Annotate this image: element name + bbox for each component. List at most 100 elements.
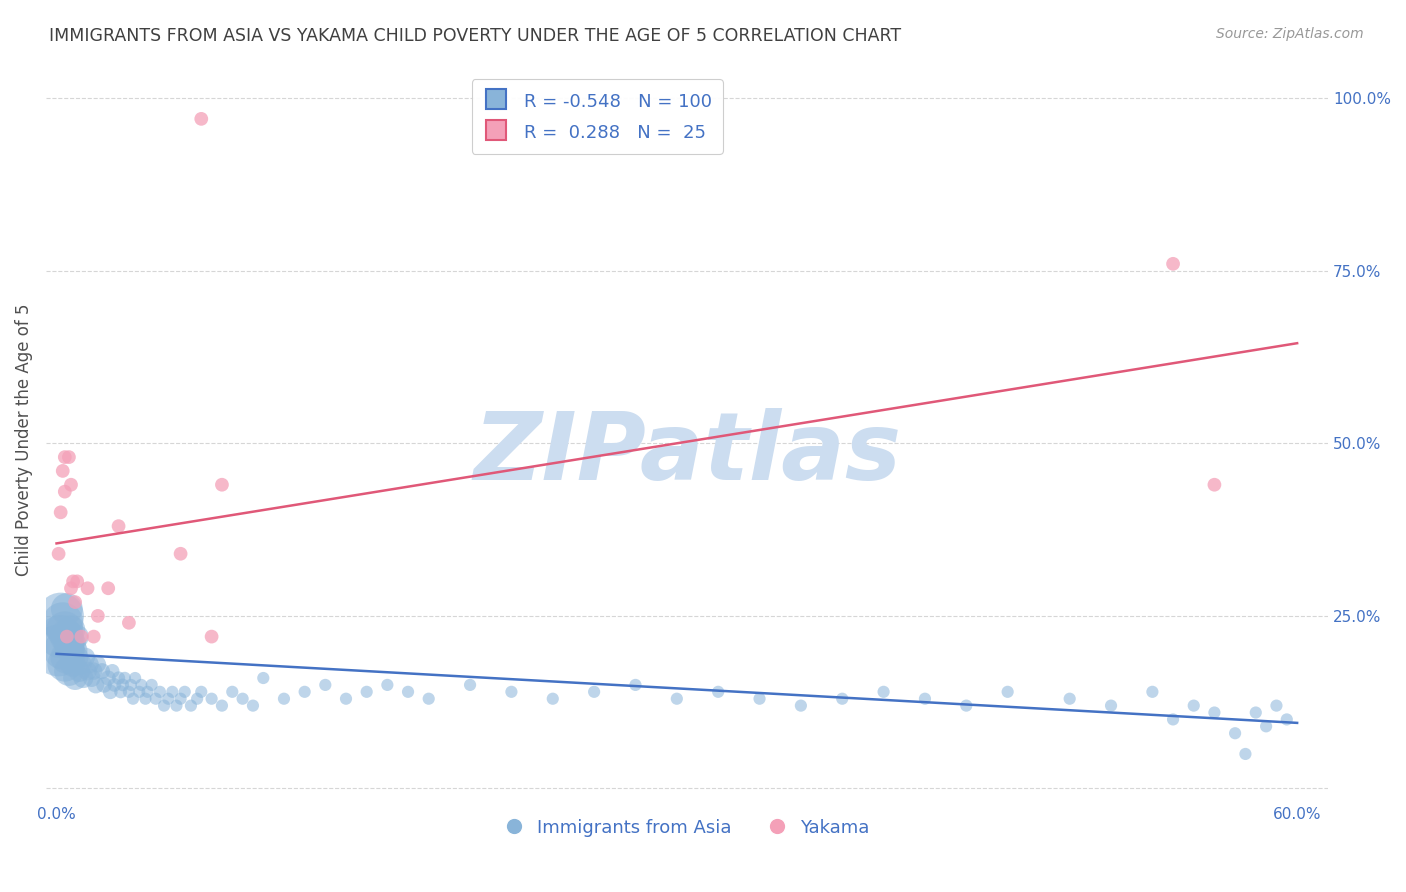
Point	[211, 477, 233, 491]
Point	[162, 685, 184, 699]
Point	[103, 678, 125, 692]
Point	[1182, 698, 1205, 713]
Point	[80, 671, 103, 685]
Point	[190, 112, 212, 126]
Point	[60, 581, 83, 595]
Point	[62, 574, 84, 589]
Point	[872, 685, 894, 699]
Point	[101, 664, 124, 678]
Point	[52, 464, 75, 478]
Point	[56, 602, 79, 616]
Point	[91, 664, 114, 678]
Point	[53, 450, 76, 464]
Point	[66, 574, 89, 589]
Point	[418, 691, 440, 706]
Point	[76, 581, 98, 595]
Point	[707, 685, 730, 699]
Point	[1223, 726, 1246, 740]
Point	[58, 664, 80, 678]
Point	[1234, 747, 1257, 761]
Point	[60, 477, 83, 491]
Point	[211, 698, 233, 713]
Point	[157, 691, 180, 706]
Point	[314, 678, 336, 692]
Point	[541, 691, 564, 706]
Point	[110, 685, 132, 699]
Text: ZIPatlas: ZIPatlas	[472, 409, 901, 500]
Point	[221, 685, 243, 699]
Point	[153, 698, 176, 713]
Point	[1265, 698, 1288, 713]
Point	[186, 691, 208, 706]
Point	[58, 636, 80, 650]
Legend: Immigrants from Asia, Yakama: Immigrants from Asia, Yakama	[498, 812, 877, 844]
Point	[70, 657, 93, 672]
Point	[1059, 691, 1081, 706]
Point	[53, 657, 76, 672]
Point	[169, 691, 191, 706]
Point	[201, 630, 224, 644]
Point	[201, 691, 224, 706]
Point	[1161, 713, 1184, 727]
Point	[356, 685, 378, 699]
Point	[997, 685, 1019, 699]
Point	[76, 664, 98, 678]
Point	[52, 643, 75, 657]
Point	[624, 678, 647, 692]
Point	[1142, 685, 1164, 699]
Point	[63, 595, 86, 609]
Point	[48, 547, 70, 561]
Point	[87, 608, 110, 623]
Point	[169, 547, 191, 561]
Point	[62, 657, 84, 672]
Point	[180, 698, 202, 713]
Point	[149, 685, 172, 699]
Point	[166, 698, 188, 713]
Point	[114, 671, 136, 685]
Point	[52, 615, 75, 630]
Point	[49, 630, 72, 644]
Point	[501, 685, 523, 699]
Point	[70, 630, 93, 644]
Point	[396, 685, 419, 699]
Point	[1204, 706, 1226, 720]
Point	[173, 685, 195, 699]
Point	[107, 519, 129, 533]
Point	[79, 657, 101, 672]
Point	[84, 678, 107, 692]
Point	[98, 685, 121, 699]
Point	[377, 678, 399, 692]
Point	[124, 671, 146, 685]
Point	[49, 608, 72, 623]
Point	[97, 581, 120, 595]
Point	[136, 685, 159, 699]
Point	[232, 691, 254, 706]
Point	[97, 671, 120, 685]
Point	[111, 678, 134, 692]
Point	[53, 484, 76, 499]
Point	[56, 630, 79, 644]
Point	[252, 671, 274, 685]
Point	[62, 636, 84, 650]
Point	[1161, 257, 1184, 271]
Point	[141, 678, 163, 692]
Point	[134, 691, 156, 706]
Point	[242, 698, 264, 713]
Point	[87, 657, 110, 672]
Point	[1099, 698, 1122, 713]
Point	[60, 623, 83, 637]
Point	[118, 685, 141, 699]
Point	[58, 450, 80, 464]
Point	[294, 685, 316, 699]
Point	[53, 623, 76, 637]
Point	[665, 691, 688, 706]
Point	[790, 698, 813, 713]
Point	[66, 650, 89, 665]
Point	[458, 678, 481, 692]
Point	[63, 671, 86, 685]
Point	[1244, 706, 1267, 720]
Point	[190, 685, 212, 699]
Point	[118, 615, 141, 630]
Point	[131, 678, 153, 692]
Point	[128, 685, 150, 699]
